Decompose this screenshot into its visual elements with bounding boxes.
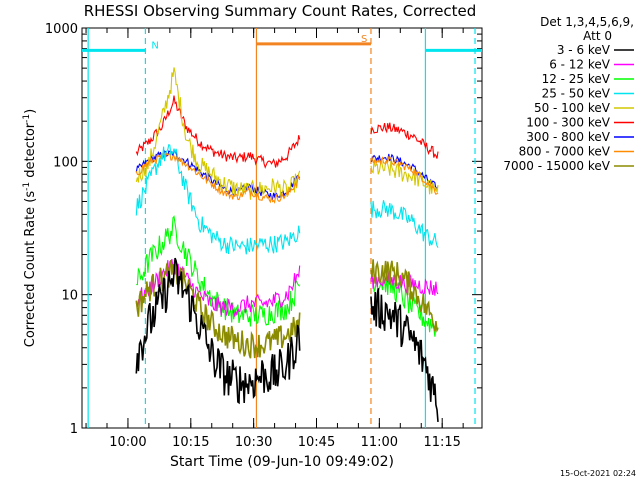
y-axis-label-main: Corrected Count Rate (s [23,191,38,348]
series-line [135,67,301,200]
series-line [370,288,439,422]
series-line [135,143,301,255]
x-tick-label: 11:15 [423,435,460,450]
y-tick-label: 1000 [45,22,78,37]
x-tick-label: 10:45 [298,435,335,450]
y-tick-labels: 1 10 100 1000 [45,22,78,437]
legend-header-line-1: Det 1,3,4,5,6,9, [540,15,634,29]
x-tick-label: 10:30 [235,435,272,450]
series-line [135,95,301,169]
series-line [370,155,439,195]
series-line [135,258,301,317]
y-axis-label: Corrected Count Rate (s-1 detector-1) [22,109,38,347]
observing-boundaries [87,28,476,428]
legend-label: 100 - 300 keV [526,116,610,130]
y-tick-label: 1 [70,422,78,437]
y-tick-label: 100 [53,155,78,170]
y-axis-label-sup2: -1 [22,114,32,123]
series-lines [135,67,439,422]
legend-label: 12 - 25 keV [542,72,611,86]
x-axis-label: Start Time (09-Jun-10 09:49:02) [170,454,394,470]
x-tick-label: 10:15 [172,435,209,450]
legend-label: 7000 - 15000 keV [503,159,610,173]
y-tick-label: 10 [61,289,78,304]
chart-title: RHESSI Observing Summary Count Rates, Co… [84,2,477,20]
series-line [370,200,439,248]
x-tick-label: 10:00 [109,435,146,450]
series-line [370,160,439,195]
x-tick-label: 11:00 [361,435,398,450]
legend-label: 25 - 50 keV [542,87,611,101]
legend-label: 50 - 100 keV [534,101,611,115]
series-line [135,257,301,405]
timestamp: 15-Oct-2021 02:24 [560,469,636,478]
legend-label: 800 - 7000 keV [519,145,611,159]
legend-label: 3 - 6 keV [557,43,611,57]
series-line [370,270,439,296]
series-line [370,259,439,333]
plot-frame [81,27,483,429]
x-tick-labels: 10:00 10:15 10:30 10:45 11:00 11:15 [109,435,461,450]
legend-label: 300 - 800 keV [526,130,610,144]
series-line [370,274,439,337]
legend-label: 6 - 12 keV [549,58,611,72]
flag-label: N [151,40,158,51]
legend-header-line-2: Att 0 [583,29,612,43]
flag-label: S [361,34,367,45]
y-axis-label-sup: -1 [22,182,32,191]
axis-ticks [82,27,482,429]
y-axis-label-tail: detector [23,122,38,182]
observing-flags: NS [82,34,482,52]
y-axis-label-end: ) [23,109,38,114]
series-line [370,122,439,159]
series-line [136,215,301,327]
